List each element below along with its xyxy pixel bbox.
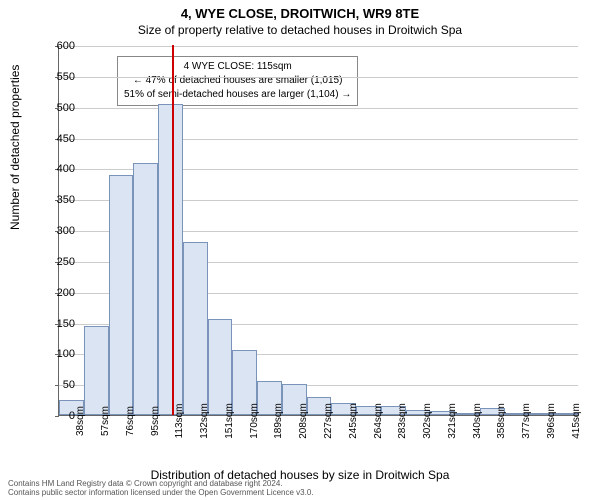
x-tick-label: 189sqm [273, 403, 284, 439]
gridline [59, 77, 578, 78]
title-sub: Size of property relative to detached ho… [0, 21, 600, 37]
x-tick-label: 95sqm [150, 406, 161, 436]
plot-area: 4 WYE CLOSE: 115sqm ← 47% of detached ho… [58, 46, 578, 416]
y-tick-label: 0 [69, 410, 75, 422]
bar [109, 175, 134, 416]
y-tick-label: 100 [57, 348, 75, 360]
y-tick-label: 200 [57, 287, 75, 299]
x-tick-label: 151sqm [224, 403, 235, 439]
y-tick-label: 450 [57, 133, 75, 145]
y-axis-label: Number of detached properties [8, 65, 22, 230]
x-tick-label: 377sqm [521, 403, 532, 439]
y-tick-label: 350 [57, 194, 75, 206]
y-tick-label: 300 [57, 225, 75, 237]
footer-text: Contains HM Land Registry data © Crown c… [8, 479, 314, 498]
y-tick-label: 250 [57, 256, 75, 268]
x-tick-label: 283sqm [397, 403, 408, 439]
footer-line1: Contains HM Land Registry data © Crown c… [8, 479, 314, 489]
x-tick-label: 358sqm [496, 403, 507, 439]
x-tick-label: 76sqm [125, 406, 136, 436]
x-tick-label: 57sqm [100, 406, 111, 436]
x-tick-label: 208sqm [298, 403, 309, 439]
x-tick-label: 340sqm [472, 403, 483, 439]
annotation-line3: 51% of semi-detached houses are larger (… [124, 88, 351, 102]
x-tick-label: 396sqm [546, 403, 557, 439]
y-tick-mark [55, 416, 59, 417]
footer-line2: Contains public sector information licen… [8, 488, 314, 498]
y-tick-mark [55, 385, 59, 386]
x-tick-label: 38sqm [75, 406, 86, 436]
title-main: 4, WYE CLOSE, DROITWICH, WR9 8TE [0, 0, 600, 21]
x-tick-label: 227sqm [323, 403, 334, 439]
annotation-line1: 4 WYE CLOSE: 115sqm [124, 60, 351, 74]
chart-container: 4, WYE CLOSE, DROITWICH, WR9 8TE Size of… [0, 0, 600, 500]
bar [133, 163, 158, 415]
y-tick-label: 500 [57, 102, 75, 114]
x-tick-label: 132sqm [199, 403, 210, 439]
y-tick-label: 400 [57, 163, 75, 175]
gridline [59, 139, 578, 140]
y-tick-label: 550 [57, 71, 75, 83]
bar [84, 326, 109, 415]
x-tick-label: 245sqm [348, 403, 359, 439]
bar [208, 319, 233, 415]
x-tick-label: 264sqm [373, 403, 384, 439]
annotation-box: 4 WYE CLOSE: 115sqm ← 47% of detached ho… [117, 56, 358, 106]
y-tick-label: 50 [63, 379, 75, 391]
y-tick-label: 600 [57, 40, 75, 52]
gridline [59, 108, 578, 109]
x-tick-label: 321sqm [447, 403, 458, 439]
x-tick-label: 113sqm [174, 404, 185, 439]
x-tick-label: 170sqm [249, 403, 260, 439]
x-tick-label: 302sqm [422, 403, 433, 439]
marker-line [172, 45, 174, 415]
bar [183, 242, 208, 415]
x-tick-label: 415sqm [571, 403, 582, 439]
gridline [59, 46, 578, 47]
y-tick-label: 150 [57, 318, 75, 330]
bar [158, 104, 183, 415]
